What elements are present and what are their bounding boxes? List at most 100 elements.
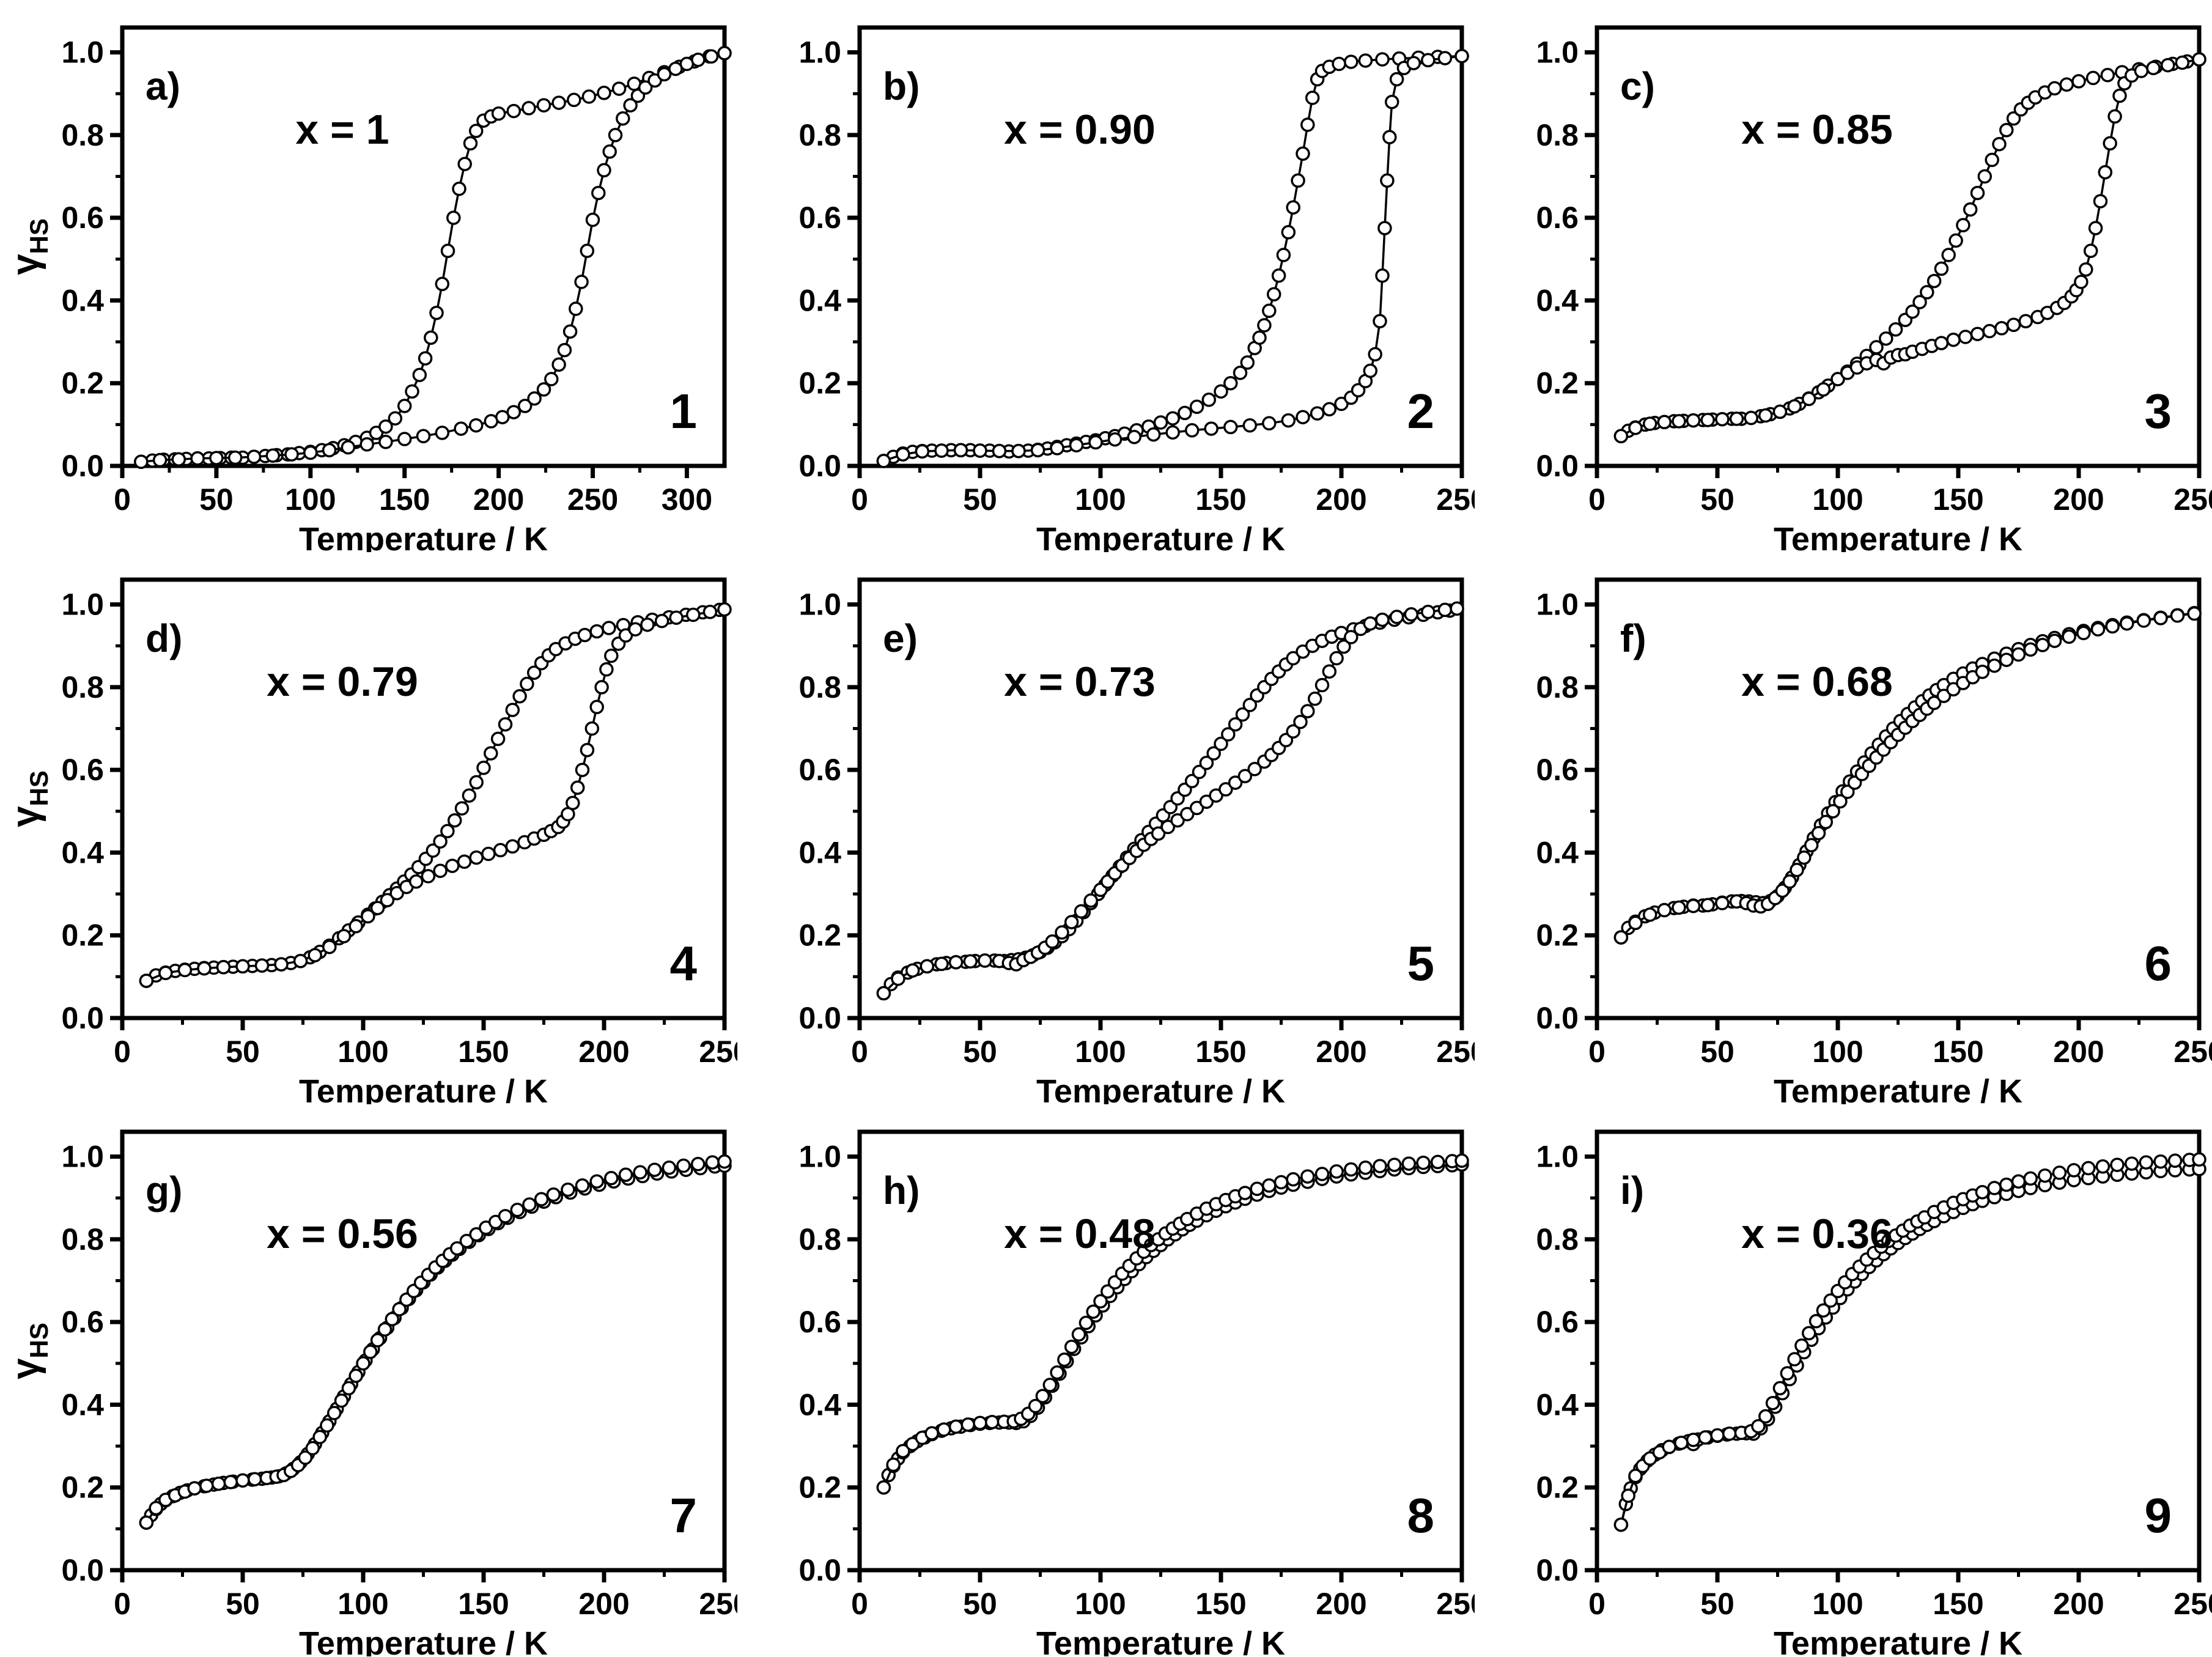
chart-svg-e: 0 50 100 150 200 250 0.0 0.2 0.4 0.6 0.8 1.0 e) x = 0… — [798, 577, 1475, 1104]
panel-letter: b) — [883, 64, 920, 108]
data-point-marker — [574, 275, 589, 289]
data-point-marker — [254, 958, 270, 973]
x-tick-label: 100 — [1075, 1587, 1126, 1621]
data-point-marker — [1613, 930, 1629, 945]
y-tick-label: 0.4 — [798, 283, 841, 317]
data-point-marker — [1377, 221, 1392, 235]
data-point-marker — [385, 1312, 400, 1327]
data-point-marker — [421, 869, 436, 884]
data-point-marker — [1686, 1433, 1701, 1447]
y-tick-label: 0.0 — [1536, 1553, 1579, 1587]
data-point-marker — [416, 429, 431, 444]
data-point-marker — [984, 1415, 1000, 1430]
data-point-marker — [676, 1158, 691, 1173]
series-line-warming — [883, 54, 1462, 462]
data-point-marker — [1201, 393, 1217, 407]
composition-annotation: x = 0.68 — [1741, 659, 1893, 705]
data-point-marker — [1936, 688, 1952, 703]
data-point-marker — [293, 953, 308, 969]
data-point-marker — [876, 986, 891, 1001]
x-axis-title: Temperature / K — [299, 1073, 548, 1104]
data-point-marker — [1055, 925, 1069, 940]
x-axis-title: Temperature / K — [299, 521, 548, 552]
data-point-marker — [370, 1333, 385, 1348]
x-tick-label: 150 — [1195, 482, 1246, 517]
data-point-marker — [506, 405, 522, 419]
data-point-marker — [905, 963, 920, 978]
data-point-marker — [2006, 317, 2021, 333]
data-point-marker — [1127, 429, 1141, 445]
chart-svg-b: 0 50 100 150 200 250 0.0 0.2 0.4 0.6 0.8 1.0 b) x = 0… — [798, 25, 1475, 552]
data-point-marker — [1389, 610, 1404, 624]
data-point-marker — [235, 959, 250, 974]
data-point-marker — [717, 46, 732, 61]
data-point-marker — [544, 372, 559, 386]
data-point-marker — [1314, 677, 1330, 693]
compound-number: 1 — [670, 384, 698, 438]
x-tick-label: 250 — [699, 1035, 737, 1069]
composition-annotation: x = 0.85 — [1741, 106, 1893, 153]
data-point-marker — [690, 1157, 706, 1172]
series-line-warming — [882, 1159, 1462, 1488]
data-point-marker — [1262, 303, 1277, 319]
data-point-marker — [305, 1441, 320, 1456]
data-point-marker — [1344, 54, 1359, 69]
data-point-marker — [562, 324, 578, 339]
data-point-marker — [1042, 1378, 1058, 1392]
chart-svg-f: 0 50 100 150 200 250 0.0 0.2 0.4 0.6 0.8 1.0 f) x = 0… — [1536, 577, 2212, 1104]
data-point-marker — [1794, 1338, 1809, 1353]
y-tick-label: 0.8 — [61, 1222, 104, 1257]
data-point-marker — [388, 411, 403, 426]
data-point-marker — [2139, 1155, 2154, 1170]
data-point-marker — [536, 382, 551, 397]
x-tick-label: 150 — [1933, 482, 1983, 517]
series-line-warming — [145, 1160, 725, 1524]
data-point-marker — [336, 929, 352, 943]
data-point-marker — [1363, 616, 1378, 631]
data-point-marker — [705, 1155, 720, 1170]
data-point-marker — [2074, 275, 2088, 289]
data-point-marker — [490, 731, 506, 747]
x-tick-label: 50 — [1700, 1587, 1735, 1621]
data-point-marker — [1826, 804, 1840, 819]
data-point-marker — [1375, 268, 1390, 283]
data-point-marker — [341, 440, 356, 455]
data-point-marker — [1382, 130, 1397, 145]
series-line-warming — [1620, 1158, 2200, 1526]
data-point-marker — [447, 813, 462, 828]
data-point-marker — [1214, 736, 1228, 751]
data-point-marker — [1262, 416, 1277, 431]
data-point-marker — [589, 624, 604, 639]
series-line-cooling — [145, 1164, 725, 1524]
data-point-marker — [2134, 64, 2149, 78]
data-point-marker — [247, 1472, 262, 1486]
data-point-marker — [2192, 1152, 2206, 1167]
data-point-marker — [669, 610, 684, 625]
data-point-marker — [469, 775, 484, 790]
data-point-marker — [216, 960, 231, 975]
data-point-marker — [322, 939, 337, 954]
y-axis-title: γHS — [4, 770, 53, 827]
composition-annotation: x = 0.48 — [1004, 1211, 1156, 1257]
data-point-marker — [1373, 314, 1387, 329]
data-point-marker — [1223, 419, 1238, 435]
composition-annotation: x = 0.56 — [267, 1211, 418, 1257]
data-point-marker — [1332, 56, 1346, 72]
data-point-marker — [2153, 611, 2168, 626]
x-tick-label: 200 — [1316, 482, 1366, 517]
data-point-marker — [1011, 443, 1026, 459]
data-point-marker — [308, 948, 322, 962]
data-point-marker — [1281, 225, 1296, 240]
data-point-marker — [876, 1480, 891, 1495]
data-point-marker — [1662, 1439, 1676, 1455]
x-tick-label: 0 — [1588, 482, 1606, 517]
data-point-marker — [265, 448, 281, 463]
x-tick-label: 100 — [285, 482, 336, 517]
x-tick-label: 200 — [473, 482, 524, 517]
x-tick-label: 150 — [1933, 1035, 1983, 1069]
data-point-marker — [454, 421, 468, 436]
data-point-marker — [134, 454, 149, 469]
y-tick-label: 0.2 — [61, 366, 104, 400]
data-point-marker — [2076, 626, 2091, 641]
data-point-marker — [2095, 1159, 2111, 1174]
